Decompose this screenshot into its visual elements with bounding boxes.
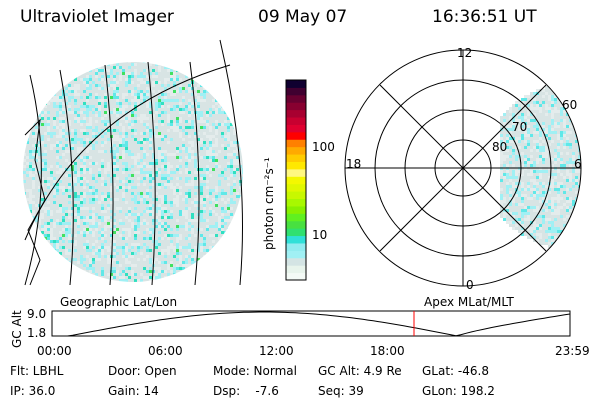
colorbar-swatch [286, 139, 306, 148]
apex-label: Apex MLat/MLT [424, 295, 514, 309]
status-dsp: Dsp: -7.6 [213, 384, 279, 398]
colorbar-swatch [286, 242, 306, 251]
status-seq: Seq: 39 [318, 384, 364, 398]
colorbar-swatch [286, 87, 306, 96]
colorbar-tick-10: 10 [312, 228, 328, 242]
colorbar-swatch [286, 117, 306, 125]
ring-label-70: 70 [512, 120, 528, 134]
colorbar-swatch [286, 131, 306, 140]
colorbar [286, 80, 306, 281]
colorbar-swatch [286, 228, 306, 237]
polar-grid [344, 49, 582, 287]
colorbar-swatch [286, 198, 306, 207]
colorbar-swatch [286, 265, 306, 274]
colorbar-label: photon cm⁻²s⁻¹ [262, 157, 276, 250]
status-gc-alt: GC Alt: 4.9 Re [318, 364, 402, 378]
instrument-title: Ultraviolet Imager [20, 7, 174, 27]
colorbar-swatch [286, 235, 306, 244]
date-label: 09 May 07 [258, 7, 348, 27]
status-gain: Gain: 14 [108, 384, 159, 398]
colorbar-tick-100: 100 [312, 140, 335, 154]
status-mode: Mode: Normal [213, 364, 297, 378]
colorbar-swatch [286, 257, 306, 266]
y-tick-1.8: 1.8 [27, 326, 47, 340]
geographic-label: Geographic Lat/Lon [60, 295, 178, 309]
colorbar-swatch [286, 176, 306, 185]
colorbar-swatch [286, 272, 306, 281]
polar-label-12: 12 [457, 46, 473, 60]
y-tick-9: 9.0 [27, 307, 47, 321]
colorbar-swatch [286, 146, 306, 155]
polar-label-6: 6 [574, 157, 582, 171]
status-glon: GLon: 198.2 [422, 384, 495, 398]
geographic-image [23, 62, 243, 282]
colorbar-swatch [286, 183, 306, 192]
x-tick: 23:59 [555, 344, 590, 358]
geographic-grid [24, 39, 243, 286]
colorbar-swatch [286, 220, 306, 229]
colorbar-swatch [286, 168, 306, 177]
polar-label-0: 0 [466, 278, 474, 292]
status-ip: IP: 36.0 [10, 384, 56, 398]
x-tick: 00:00 [37, 344, 72, 358]
colorbar-swatch [286, 191, 306, 200]
colorbar-swatch [286, 109, 306, 118]
ring-label-80: 80 [492, 140, 508, 154]
status-glat: GLat: -46.8 [422, 364, 489, 378]
colorbar-swatch [286, 250, 306, 259]
colorbar-swatch [286, 205, 306, 214]
status-filter: Flt: LBHL [10, 364, 64, 378]
x-tick: 18:00 [370, 344, 405, 358]
x-tick: 12:00 [259, 344, 294, 358]
colorbar-swatch [286, 161, 306, 170]
colorbar-swatch [286, 154, 306, 162]
colorbar-swatch [286, 102, 306, 111]
colorbar-swatch [286, 213, 306, 222]
ring-label-60: 60 [562, 98, 578, 112]
timeline-plot [51, 310, 571, 337]
colorbar-swatch [286, 80, 306, 88]
polar-label-18: 18 [346, 157, 362, 171]
time-label: 16:36:51 UT [432, 7, 537, 27]
colorbar-swatch [286, 124, 306, 133]
gc-alt-axis-label: GC Alt [10, 310, 24, 348]
status-door: Door: Open [108, 364, 177, 378]
colorbar-swatch [286, 94, 306, 103]
x-tick: 06:00 [148, 344, 183, 358]
